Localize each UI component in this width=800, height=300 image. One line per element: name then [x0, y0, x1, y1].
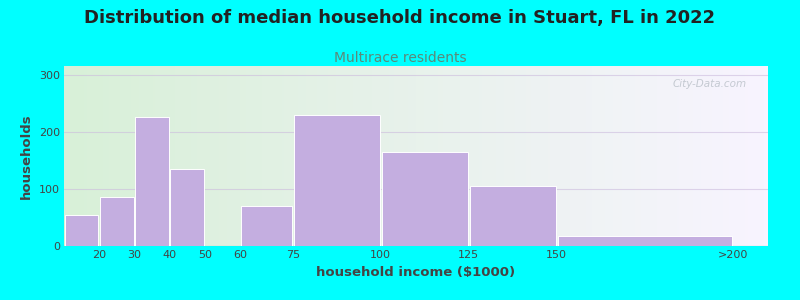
Text: Multirace residents: Multirace residents: [334, 51, 466, 65]
Bar: [382, 152, 468, 246]
Bar: [558, 236, 732, 246]
Y-axis label: households: households: [20, 113, 33, 199]
Bar: [294, 115, 380, 246]
Text: City-Data.com: City-Data.com: [673, 79, 747, 88]
Text: Distribution of median household income in Stuart, FL in 2022: Distribution of median household income …: [85, 9, 715, 27]
X-axis label: household income ($1000): household income ($1000): [317, 266, 515, 279]
Bar: [241, 206, 292, 246]
Bar: [470, 186, 556, 246]
Bar: [100, 197, 134, 246]
Bar: [135, 117, 169, 246]
Bar: [65, 214, 98, 246]
Bar: [170, 169, 204, 246]
